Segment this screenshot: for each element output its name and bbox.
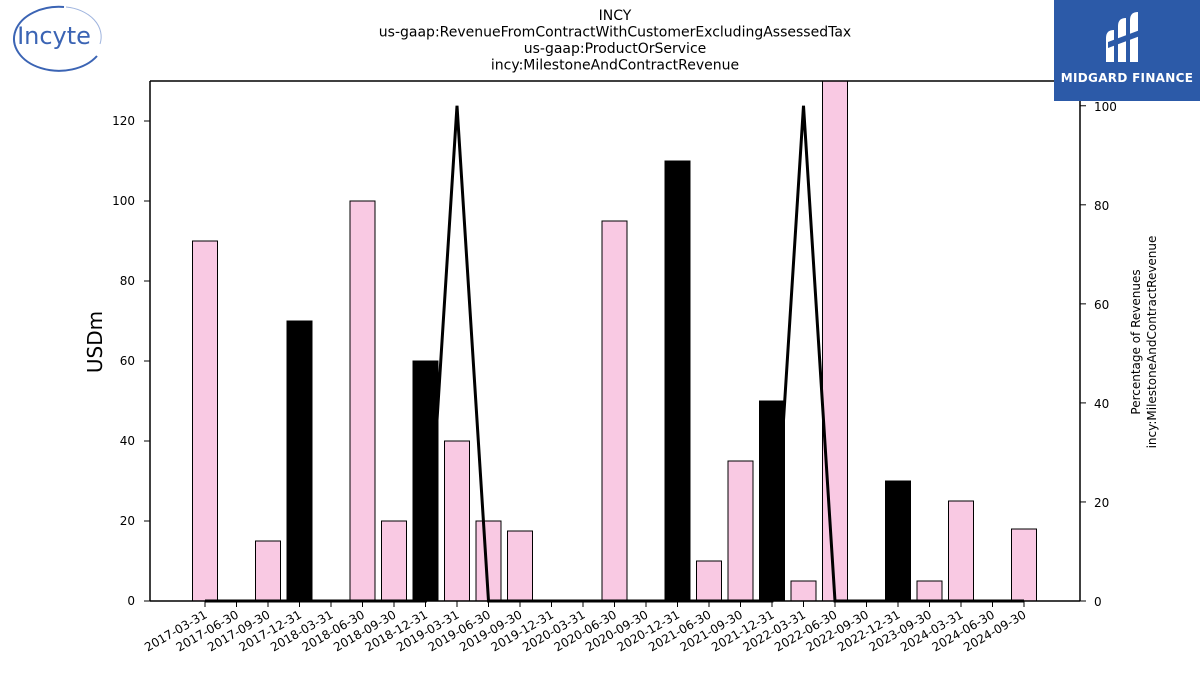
right-axis-title-line: incy:MilestoneAndContractRevenue xyxy=(1145,236,1159,449)
right-tick-label: 60 xyxy=(1094,298,1109,312)
bar xyxy=(192,240,218,602)
bar xyxy=(916,580,943,602)
bar xyxy=(507,530,533,602)
right-tick-label: 40 xyxy=(1094,397,1109,411)
bar xyxy=(444,440,470,602)
right-axis-title-line: Percentage of Revenues xyxy=(1129,269,1143,414)
bar xyxy=(286,320,313,602)
left-tick-label: 100 xyxy=(112,194,135,208)
right-tick-label: 20 xyxy=(1094,496,1109,510)
bar xyxy=(727,460,754,602)
bar xyxy=(759,400,785,602)
bar xyxy=(885,480,911,602)
left-tick-label: 120 xyxy=(112,114,135,128)
left-tick-label: 60 xyxy=(120,354,135,368)
left-axis-title: USDm xyxy=(83,311,107,373)
right-tick-label: 80 xyxy=(1094,199,1109,213)
bar xyxy=(822,80,848,602)
bar xyxy=(1011,528,1037,602)
chart-title-line: us-gaap:RevenueFromContractWithCustomerE… xyxy=(379,25,851,41)
bar xyxy=(601,220,628,602)
left-tick-label: 20 xyxy=(120,514,135,528)
bar xyxy=(664,160,691,602)
incyte-logo-ring-icon xyxy=(13,5,102,72)
bar xyxy=(696,560,722,602)
bar xyxy=(790,580,817,602)
incyte-logo: Incyte xyxy=(4,4,104,74)
incyte-logo-text: Incyte xyxy=(17,22,91,50)
bar xyxy=(349,200,376,602)
left-tick-label: 0 xyxy=(127,594,135,608)
chart-title-line: us-gaap:ProductOrService xyxy=(524,41,707,57)
bar xyxy=(255,540,281,602)
left-tick-label: 40 xyxy=(120,434,135,448)
chart-title-line: INCY xyxy=(599,8,632,24)
left-tick-label: 80 xyxy=(120,274,135,288)
bar xyxy=(948,500,974,602)
right-tick-label: 0 xyxy=(1094,595,1102,609)
midgard-finance-text: MIDGARD FINANCE xyxy=(1060,71,1194,85)
midgard-m-icon xyxy=(1106,12,1140,62)
midgard-finance-logo: MIDGARD FINANCE xyxy=(1054,0,1200,101)
chart-title-line: incy:MilestoneAndContractRevenue xyxy=(491,58,739,74)
right-tick-label: 100 xyxy=(1094,100,1117,114)
bar xyxy=(381,520,407,602)
